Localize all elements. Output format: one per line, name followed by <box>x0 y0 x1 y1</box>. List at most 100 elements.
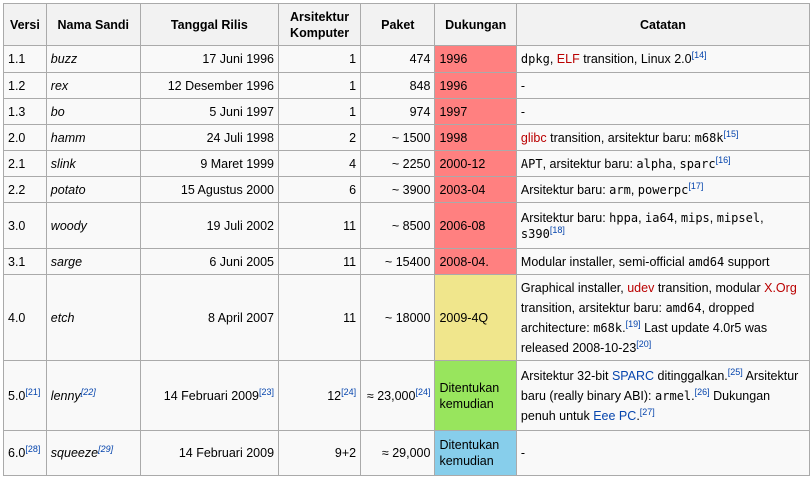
note-text: , arsitektur baru: <box>542 156 637 171</box>
cell-notes: - <box>515 72 810 99</box>
cell-architectures: 1 <box>278 72 362 99</box>
cell-codename: buzz <box>45 45 141 73</box>
codename-text: lenny <box>50 388 81 403</box>
sparc-link[interactable]: SPARC <box>611 368 655 383</box>
table-row: 4.0 etch 8 April 2007 11 ~ 18000 2009-4Q… <box>3 274 810 361</box>
note-text: , <box>673 210 681 225</box>
note-text: ia64 <box>645 210 674 225</box>
cell-codename: sarge <box>45 248 141 275</box>
note-text: amd64 <box>688 254 725 269</box>
note-text: support <box>724 254 770 269</box>
reference-link[interactable]: [24] <box>415 386 431 397</box>
cell-version: 2.0 <box>3 124 47 151</box>
header-arsitektur: Arsitektur Komputer <box>278 3 362 46</box>
cell-packages: ≈ 29,000 <box>360 430 436 476</box>
cell-release-date: 14 Februari 2009[23] <box>139 360 280 431</box>
reference-link[interactable]: [23] <box>259 386 275 397</box>
header-catatan: Catatan <box>515 3 810 46</box>
note-text: Dukungan penuh untuk <box>520 388 771 423</box>
cell-architectures: 9+2 <box>278 430 362 476</box>
note-text: , <box>760 210 764 225</box>
cell-notes: Arsitektur 32-bit SPARC ditinggalkan.[25… <box>515 360 810 431</box>
reference-link[interactable]: [25] <box>727 366 743 377</box>
header-dukungan: Dukungan <box>434 3 517 46</box>
eee-pc-link[interactable]: Eee PC <box>593 408 637 423</box>
cell-architectures: 1 <box>278 45 362 73</box>
note-text: . <box>691 388 695 403</box>
table-row: 6.0[28] squeeze[29] 14 Februari 2009 9+2… <box>3 430 810 476</box>
version-text: 5.0 <box>8 388 26 403</box>
note-text: transition, arsitektur baru: <box>546 130 695 145</box>
cell-codename: etch <box>45 274 141 361</box>
elf-link[interactable]: ELF <box>556 52 580 66</box>
cell-version: 2.2 <box>3 176 47 203</box>
note-text: s390 <box>520 226 550 241</box>
reference-link[interactable]: [26] <box>694 386 710 397</box>
reference-link[interactable]: [27] <box>639 406 655 417</box>
note-text: ditinggalkan. <box>654 368 728 383</box>
note-text: powerpc <box>637 182 689 197</box>
cell-notes: - <box>515 98 810 125</box>
pkg-text: ≈ 23,000 <box>366 388 416 403</box>
header-paket: Paket <box>360 3 436 46</box>
cell-release-date: 15 Agustus 2000 <box>139 176 280 203</box>
note-text: amd64 <box>665 300 702 315</box>
note-text: , <box>549 52 557 66</box>
cell-release-date: 5 Juni 1997 <box>139 98 280 125</box>
cell-support: 1997 <box>434 98 517 125</box>
cell-codename: squeeze[29] <box>45 430 141 476</box>
note-text: Arsitektur 32-bit <box>520 368 612 383</box>
udev-link[interactable]: udev <box>627 280 655 295</box>
reference-link[interactable]: [21] <box>25 386 41 397</box>
cell-notes: dpkg, ELF transition, Linux 2.0[14] <box>515 45 810 73</box>
cell-support: Ditentukan kemudian <box>434 430 517 476</box>
cell-release-date: 8 April 2007 <box>139 274 280 361</box>
cell-version: 3.0 <box>3 202 47 249</box>
reference-link[interactable]: [16] <box>715 154 731 165</box>
cell-architectures: 11 <box>278 274 362 361</box>
note-text: hppa <box>609 210 639 225</box>
note-text: transition, modular <box>654 280 765 295</box>
note-text: , <box>638 210 646 225</box>
cell-codename: potato <box>45 176 141 203</box>
cell-architectures: 12[24] <box>278 360 362 431</box>
note-text: arm <box>609 182 631 197</box>
header-tanggal-rilis: Tanggal Rilis <box>139 3 280 46</box>
cell-notes: Arsitektur baru: hppa, ia64, mips, mipse… <box>515 202 810 249</box>
cell-support: 2009-4Q <box>434 274 517 361</box>
reference-link[interactable]: [29] <box>98 443 114 454</box>
header-nama-sandi: Nama Sandi <box>45 3 141 46</box>
cell-version: 3.1 <box>3 248 47 275</box>
table-row: 1.1 buzz 17 Juni 1996 1 474 1996 dpkg, E… <box>3 45 810 73</box>
reference-link[interactable]: [24] <box>341 386 357 397</box>
xorg-link[interactable]: X.Org <box>764 280 797 295</box>
cell-release-date: 6 Juni 2005 <box>139 248 280 275</box>
cell-support: 2006-08 <box>434 202 517 249</box>
cell-version: 2.1 <box>3 150 47 177</box>
reference-link[interactable]: [28] <box>25 443 41 454</box>
reference-link[interactable]: [22] <box>80 386 96 397</box>
note-text: , <box>709 210 717 225</box>
reference-link[interactable]: [14] <box>691 49 707 60</box>
note-text: m68k <box>593 320 623 335</box>
cell-packages: ~ 3900 <box>360 176 436 203</box>
reference-link[interactable]: [15] <box>723 128 739 139</box>
reference-link[interactable]: [20] <box>636 338 652 349</box>
note-text: Arsitektur baru (really binary ABI): <box>520 368 799 403</box>
cell-support: 2003-04 <box>434 176 517 203</box>
note-text: transition, arsitektur baru: <box>520 300 666 315</box>
cell-codename: slink <box>45 150 141 177</box>
note-text: Modular installer, semi-official <box>520 254 689 269</box>
note-text: , <box>630 182 638 197</box>
cell-version: 1.2 <box>3 72 47 99</box>
reference-link[interactable]: [19] <box>625 318 641 329</box>
note-text: m68k <box>694 130 724 145</box>
cell-notes: Modular installer, semi-official amd64 s… <box>515 248 810 275</box>
cell-version: 6.0[28] <box>3 430 47 476</box>
reference-link[interactable]: [18] <box>549 224 565 235</box>
table-row: 2.1 slink 9 Maret 1999 4 ~ 2250 2000-12 … <box>3 150 810 177</box>
glibc-link[interactable]: glibc <box>520 130 547 145</box>
reference-link[interactable]: [17] <box>688 180 704 191</box>
table-row: 2.0 hamm 24 Juli 1998 2 ~ 1500 1998 glib… <box>3 124 810 151</box>
table-row: 5.0[21] lenny[22] 14 Februari 2009[23] 1… <box>3 360 810 431</box>
